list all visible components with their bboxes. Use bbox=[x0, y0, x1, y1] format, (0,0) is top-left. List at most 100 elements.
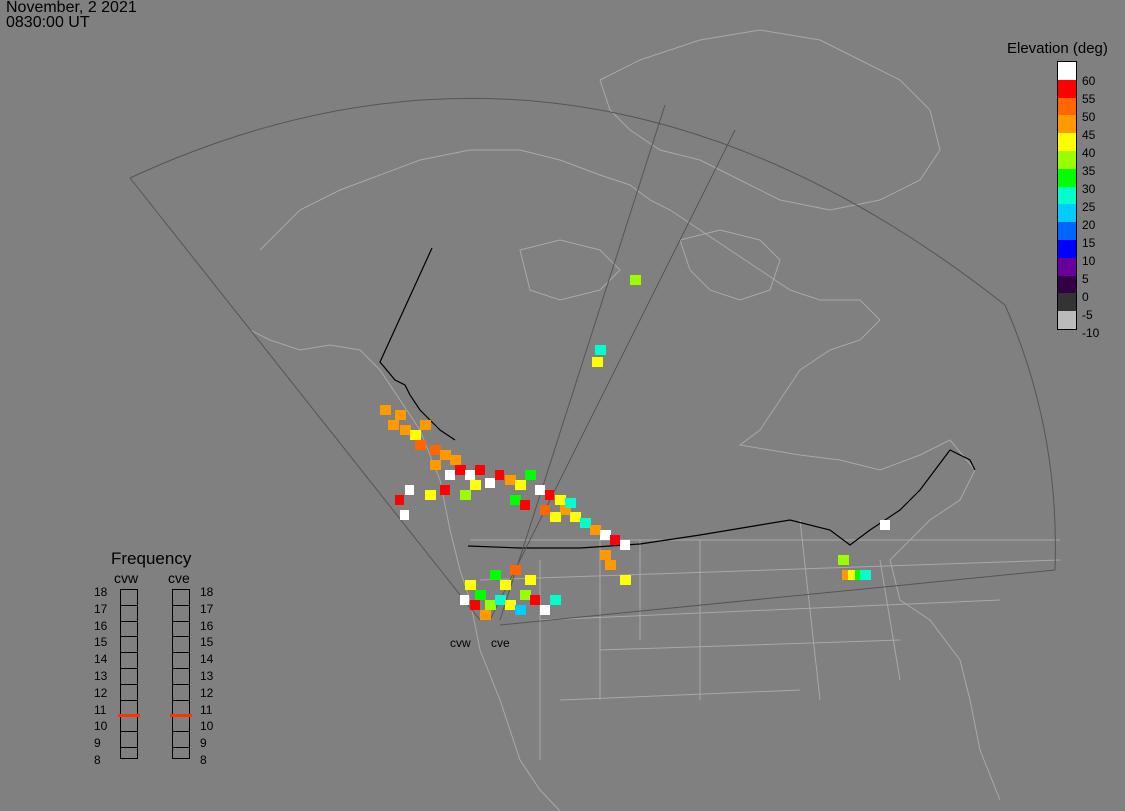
echo-cell bbox=[842, 570, 853, 580]
elevation-color-scale bbox=[1057, 61, 1077, 330]
echo-cell bbox=[380, 405, 391, 415]
echo-cell bbox=[550, 512, 561, 522]
frequency-cell bbox=[173, 716, 189, 733]
frequency-label: 17 bbox=[94, 601, 108, 616]
echo-cell bbox=[515, 605, 526, 615]
echo-cell bbox=[505, 475, 516, 485]
legend-label: 55 bbox=[1082, 92, 1096, 106]
echo-cell bbox=[410, 430, 421, 440]
echo-cell bbox=[600, 530, 611, 540]
echo-cell bbox=[430, 460, 441, 470]
echo-cell bbox=[450, 455, 461, 465]
echo-cell bbox=[465, 470, 475, 480]
echo-cell bbox=[475, 465, 485, 475]
frequency-cell bbox=[173, 669, 189, 685]
legend-swatch bbox=[1058, 239, 1076, 258]
echo-cell bbox=[555, 495, 566, 505]
echo-cell bbox=[535, 485, 545, 495]
legend-swatch bbox=[1058, 293, 1076, 312]
frequency-label: 13 bbox=[200, 669, 214, 683]
echo-cell bbox=[510, 565, 521, 575]
frequency-cell bbox=[121, 622, 137, 638]
echo-cell bbox=[880, 520, 890, 530]
echo-cell bbox=[630, 275, 641, 285]
echo-cell bbox=[600, 550, 611, 560]
echo-cell bbox=[560, 505, 571, 515]
frequency-label: 10 bbox=[200, 719, 214, 734]
echo-cell bbox=[460, 595, 469, 605]
echo-cell bbox=[570, 512, 581, 522]
echo-cell bbox=[485, 478, 495, 488]
echo-cell bbox=[420, 420, 431, 430]
frequency-label: 9 bbox=[94, 736, 101, 751]
legend-label: -10 bbox=[1082, 326, 1100, 340]
frequency-box-cve bbox=[170, 589, 192, 759]
echo-cell bbox=[485, 600, 496, 610]
date-label: November, 2 2021 bbox=[6, 0, 137, 16]
echo-cell bbox=[395, 495, 404, 505]
geography-lines bbox=[249, 29, 1061, 811]
echo-cell bbox=[525, 470, 536, 480]
frequency-label: 14 bbox=[200, 652, 214, 667]
echo-cell bbox=[590, 525, 601, 535]
frequency-cell bbox=[121, 653, 137, 669]
echo-cell bbox=[540, 605, 550, 615]
echo-cell bbox=[440, 485, 450, 495]
echo-cell bbox=[510, 495, 521, 505]
frequency-label: 9 bbox=[200, 736, 207, 751]
frequency-cell bbox=[121, 732, 137, 748]
echo-cell bbox=[580, 518, 591, 528]
echo-cell bbox=[540, 505, 550, 515]
legend-label: 5 bbox=[1082, 272, 1089, 286]
legend-swatch bbox=[1058, 204, 1076, 223]
legend-swatch bbox=[1058, 168, 1076, 187]
echo-cell bbox=[400, 510, 409, 520]
echo-cell bbox=[445, 470, 455, 480]
echo-cell bbox=[610, 535, 620, 545]
echo-cell bbox=[388, 420, 399, 430]
echo-cell bbox=[515, 480, 526, 490]
legend-label: 40 bbox=[1082, 146, 1096, 160]
radar-name-cve: cve bbox=[168, 570, 190, 586]
frequency-label: 11 bbox=[94, 702, 107, 717]
echo-cell bbox=[550, 595, 561, 605]
legend-label: 15 bbox=[1082, 236, 1096, 250]
site-label-cve: cve bbox=[491, 636, 510, 650]
legend-label: 50 bbox=[1082, 110, 1096, 124]
legend-label: 35 bbox=[1082, 164, 1096, 178]
frequency-cell bbox=[173, 653, 189, 669]
frequency-label: 12 bbox=[94, 685, 108, 700]
frequency-cell bbox=[121, 669, 137, 685]
frequency-label: 12 bbox=[200, 685, 214, 700]
legend-label: 20 bbox=[1082, 218, 1096, 232]
legend-swatch bbox=[1058, 257, 1076, 276]
echo-cell bbox=[565, 498, 576, 508]
frequency-box-cvw bbox=[118, 589, 140, 759]
frequency-label: 16 bbox=[200, 618, 214, 633]
legend-label: 60 bbox=[1082, 74, 1096, 88]
active-frequency-marker bbox=[118, 714, 140, 718]
echo-cell bbox=[525, 575, 536, 585]
echo-cell bbox=[475, 590, 486, 600]
frequency-label: 18 bbox=[200, 585, 214, 599]
echo-cell bbox=[620, 575, 631, 585]
frequency-cell bbox=[121, 748, 137, 764]
legend-label: 30 bbox=[1082, 182, 1096, 196]
echo-cell bbox=[848, 570, 859, 580]
echo-cell bbox=[495, 595, 506, 605]
frequency-cell bbox=[173, 685, 189, 701]
echo-cell bbox=[400, 425, 411, 435]
frequency-label: 15 bbox=[200, 635, 214, 650]
site-label-cvw: cvw bbox=[450, 636, 471, 650]
echo-cell bbox=[395, 410, 406, 420]
echo-cell bbox=[500, 580, 511, 590]
echo-cell bbox=[520, 500, 530, 510]
echo-cell bbox=[415, 440, 426, 450]
frequency-cell bbox=[173, 732, 189, 748]
frequency-cell bbox=[173, 590, 189, 606]
frequency-label: 8 bbox=[94, 753, 101, 767]
echo-cell bbox=[595, 345, 606, 355]
legend-swatch bbox=[1058, 186, 1076, 205]
frequency-cell bbox=[173, 622, 189, 638]
frequency-label: 18 bbox=[94, 585, 108, 599]
